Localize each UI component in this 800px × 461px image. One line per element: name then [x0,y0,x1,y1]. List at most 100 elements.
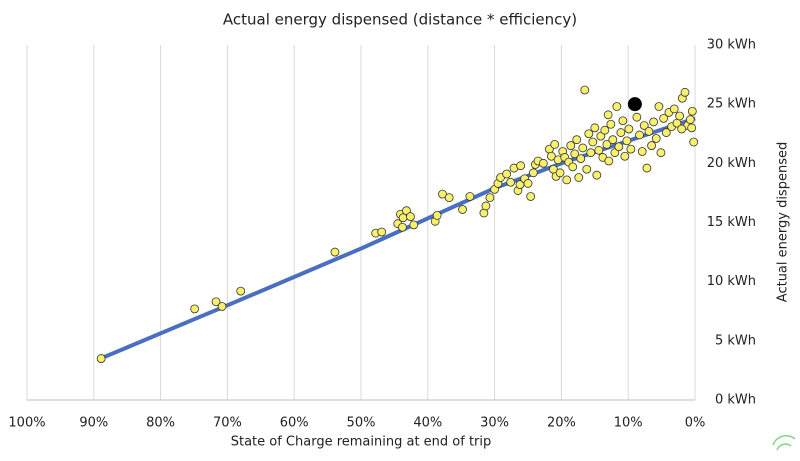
point [523,179,533,188]
point [485,193,495,203]
point [481,201,491,211]
point [590,123,600,133]
point [398,222,407,232]
point [649,117,658,127]
point [687,123,697,133]
x-tick-label: 30% [480,416,509,431]
point [687,106,697,116]
y-tick-label: 5 kWh [715,333,756,348]
y-tick-label: 10 kWh [707,274,756,289]
point [689,137,699,147]
x-tick-label: 80% [146,416,175,431]
point [574,173,584,182]
point [550,139,560,149]
point [506,177,516,187]
point [644,126,654,136]
point [458,205,467,214]
point [626,144,636,154]
point [608,135,618,145]
x-tick-label: 100% [8,416,45,431]
x-tick-label: 40% [413,416,442,431]
point [600,125,610,135]
point [637,147,647,156]
point [528,168,538,178]
point [566,141,576,150]
point [635,130,644,140]
x-tick-label: 50% [347,416,376,431]
point [603,110,613,120]
point [190,304,200,314]
point [616,128,626,137]
icon [772,435,796,451]
point [465,192,475,201]
point [614,142,624,152]
point [596,131,606,141]
point [606,119,616,129]
point [584,129,594,139]
point [685,115,695,124]
point [526,192,536,201]
point [647,141,656,150]
point [568,162,578,172]
x-tick-label: 10% [614,416,643,431]
point [622,136,632,146]
x-tick-label: 90% [79,416,108,431]
x-tick-label: 60% [280,416,309,431]
point [516,161,526,171]
chart-title: Actual energy dispensed (distance * effi… [223,11,577,29]
point [582,164,592,174]
y-tick-label: 30 kWh [707,38,756,53]
point [661,128,671,137]
point [572,135,582,145]
point [438,189,447,199]
point [330,247,340,257]
point [562,175,572,185]
point [659,113,669,123]
point [406,212,415,221]
point [642,163,652,173]
point [409,220,419,230]
point [651,134,661,143]
y-tick-label: 20 kWh [707,156,756,171]
point [624,124,634,134]
point [675,111,685,121]
point [612,102,622,111]
y-axis-title: Actual energy dispensed [776,142,791,302]
point [432,210,442,220]
point [588,137,598,147]
point [377,227,387,237]
point [620,151,630,161]
point [618,116,628,126]
point [570,149,580,159]
y-tick-label: 0 kWh [715,393,756,408]
point [632,112,642,122]
point [211,297,221,307]
point [654,102,664,111]
point [669,104,679,114]
point [677,124,687,134]
highlight-point [627,97,642,112]
point [580,85,590,95]
y-tick-label: 25 kWh [707,97,756,112]
point [680,87,690,97]
point [594,145,604,155]
point [576,154,586,164]
point [586,148,596,158]
point [656,148,666,158]
point [639,121,649,130]
point [602,139,612,149]
point [578,143,588,153]
point [610,148,620,158]
point [217,302,227,311]
point [592,170,602,180]
point [604,156,614,166]
x-tick-label: 70% [213,416,242,431]
x-tick-label: 20% [547,416,576,431]
point [555,168,565,178]
y-tick-label: 15 kWh [707,215,756,230]
point [502,169,512,179]
point [96,354,106,363]
point [402,206,411,216]
x-axis-title: State of Charge remaining at end of trip [231,435,492,450]
